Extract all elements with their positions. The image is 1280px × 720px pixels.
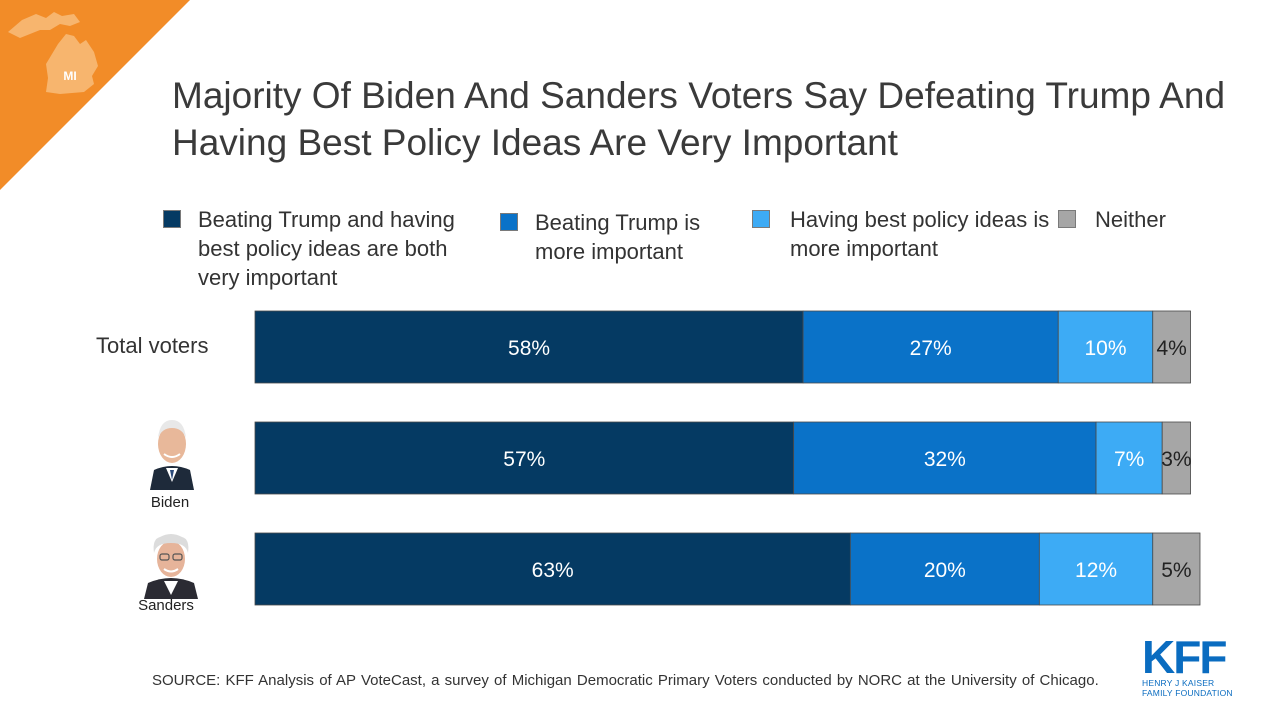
sanders-photo — [142, 527, 200, 599]
corner-triangle — [0, 0, 190, 190]
row-label-sanders: Sanders — [138, 597, 194, 614]
bar-segment — [849, 532, 1040, 606]
legend-label: Having best policy ideas is more importa… — [790, 207, 1050, 261]
legend-label: Neither — [1095, 207, 1166, 232]
row-label-total-voters: Total voters — [96, 333, 209, 358]
kff-logo-line1: HENRY J KAISER — [1142, 678, 1215, 688]
legend-swatch-neither — [1058, 210, 1076, 228]
state-badge-label: MI — [63, 69, 76, 83]
bar-segment — [1038, 532, 1154, 606]
page-title: Majority Of Biden And Sanders Voters Say… — [172, 75, 1226, 163]
state-badge: MI — [0, 0, 190, 190]
row-label-biden: Biden — [150, 494, 190, 511]
kff-logo: KFF HENRY J KAISER FAMILY FOUNDATION — [1142, 631, 1237, 698]
bar-segment — [793, 421, 1097, 495]
data-label: 5% — [1161, 559, 1191, 582]
michigan-map-icon — [8, 12, 98, 94]
source-note: SOURCE: KFF Analysis of AP VoteCast, a s… — [152, 672, 1099, 689]
data-label: 57% — [503, 448, 545, 471]
data-label: 27% — [910, 337, 952, 360]
data-label: 10% — [1084, 337, 1126, 360]
data-label: 58% — [508, 337, 550, 360]
data-label: 63% — [532, 559, 574, 582]
bar-segment — [1152, 310, 1191, 384]
legend-swatch-policy-ideas — [752, 210, 770, 228]
data-label: 20% — [924, 559, 966, 582]
kff-logo-wordmark: KFF — [1142, 631, 1227, 683]
data-label: 3% — [1161, 448, 1191, 471]
legend-swatch-beating-trump — [500, 213, 518, 231]
bar-segment — [1161, 421, 1191, 495]
legend-label: Beating Trump and having best policy ide… — [198, 207, 455, 290]
data-label: 7% — [1114, 448, 1144, 471]
bar-segment — [1152, 532, 1201, 606]
kff-logo-line2: FAMILY FOUNDATION — [1142, 688, 1233, 698]
data-label: 32% — [924, 448, 966, 471]
bar-segment — [254, 532, 851, 606]
bar-segment — [1057, 310, 1154, 384]
data-label: 12% — [1075, 559, 1117, 582]
bar-segment — [1095, 421, 1163, 495]
bar-segment — [254, 310, 804, 384]
data-label: 4% — [1156, 337, 1186, 360]
legend-swatch-both — [163, 210, 181, 228]
bar-segment — [802, 310, 1059, 384]
legend-label: Beating Trump is more important — [535, 210, 701, 264]
bar-segment — [254, 421, 795, 495]
biden-photo — [148, 410, 196, 490]
